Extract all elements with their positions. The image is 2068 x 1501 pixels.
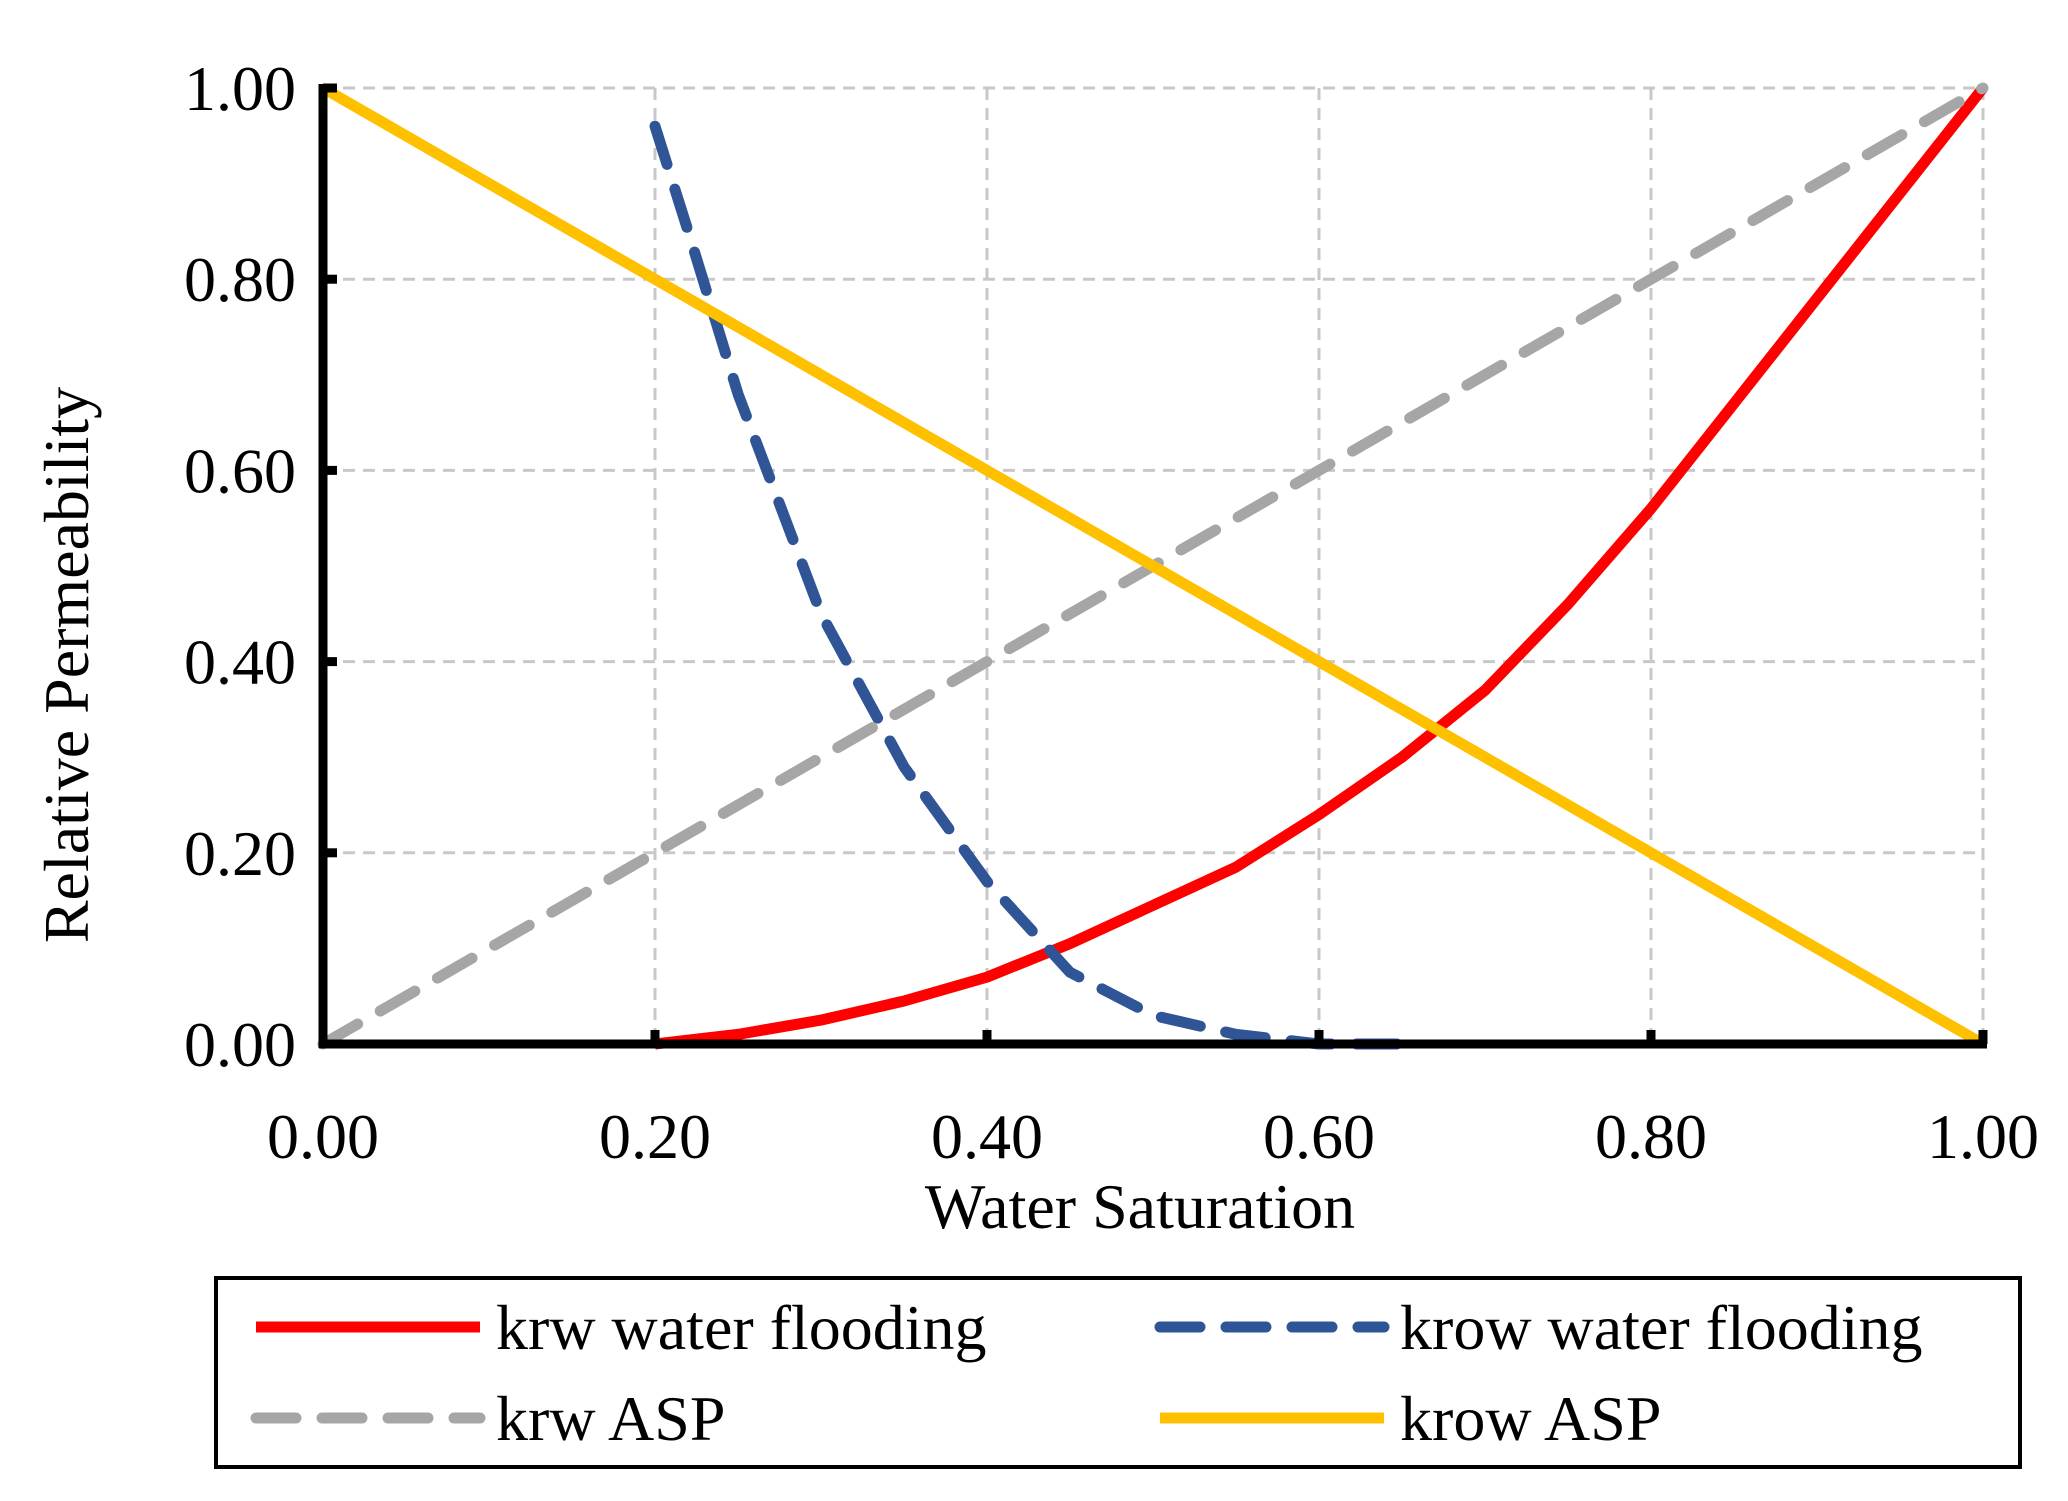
x-tick-label: 0.60 xyxy=(1263,1101,1375,1172)
x-tick-label: 0.40 xyxy=(931,1101,1043,1172)
x-tick-label: 0.20 xyxy=(599,1101,711,1172)
series-line-2 xyxy=(649,120,1408,1050)
legend-label-4: krow ASP xyxy=(1400,1383,1661,1454)
x-axis-title: Water Saturation xyxy=(925,1171,1355,1242)
y-tick-label: 0.00 xyxy=(184,1009,296,1080)
series-lines xyxy=(317,82,1989,1050)
axes xyxy=(318,83,1988,1049)
y-tick-label: 0.20 xyxy=(184,818,296,889)
y-axis-title: Relative Permeability xyxy=(31,387,102,943)
legend-label-2: krow water flooding xyxy=(1400,1292,1923,1363)
grid-lines xyxy=(323,86,1985,1044)
series-line-4 xyxy=(320,83,1986,1049)
y-tick-label: 0.80 xyxy=(184,244,296,315)
x-tick-label: 0.00 xyxy=(267,1101,379,1172)
y-tick-label: 1.00 xyxy=(184,53,296,124)
y-tick-label: 0.40 xyxy=(184,627,296,698)
legend: krw water flooding krow water flooding krw… xyxy=(214,1276,2022,1469)
y-tick-label: 0.60 xyxy=(184,435,296,506)
tick-labels: 0.00 0.20 0.40 0.60 0.80 1.00 0.00 0.20 0.40 0.60… xyxy=(184,53,2039,1172)
legend-box xyxy=(214,1276,2022,1469)
legend-label-3: krw ASP xyxy=(496,1383,725,1454)
series-line-1 xyxy=(654,84,1988,1050)
legend-label-1: krw water flooding xyxy=(496,1292,987,1363)
x-tick-label: 1.00 xyxy=(1927,1101,2039,1172)
x-tick-label: 0.80 xyxy=(1595,1101,1707,1172)
